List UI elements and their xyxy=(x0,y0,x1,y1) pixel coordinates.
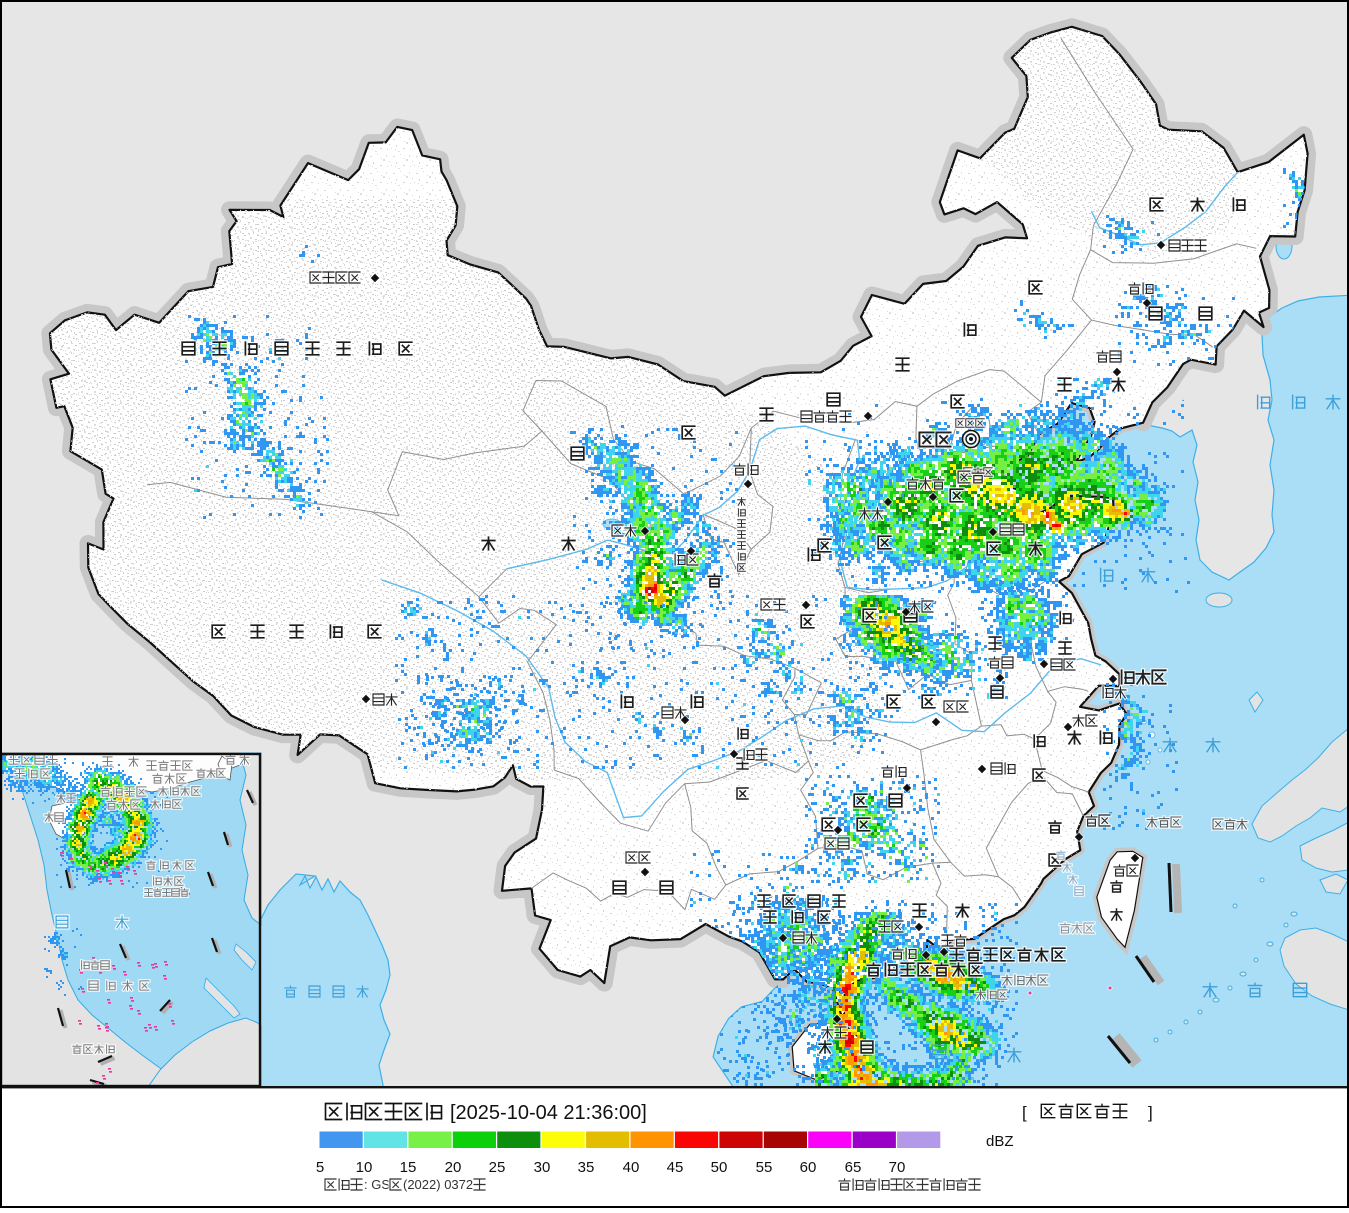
svg-text:10: 10 xyxy=(356,1159,373,1176)
svg-text:25: 25 xyxy=(489,1159,506,1176)
svg-text:dBZ: dBZ xyxy=(986,1133,1014,1150)
svg-text:45: 45 xyxy=(667,1159,684,1176)
svg-text:20: 20 xyxy=(445,1159,462,1176)
svg-text:30: 30 xyxy=(534,1159,551,1176)
svg-text:[2025-10-04 21:36:00]: [2025-10-04 21:36:00] xyxy=(450,1102,647,1124)
svg-text:(2022) 0372: (2022) 0372 xyxy=(403,1177,473,1192)
svg-text:15: 15 xyxy=(400,1159,417,1176)
svg-text:35: 35 xyxy=(578,1159,595,1176)
svg-text:65: 65 xyxy=(845,1159,862,1176)
svg-text:[: [ xyxy=(1022,1103,1027,1122)
svg-text:55: 55 xyxy=(756,1159,773,1176)
svg-text:70: 70 xyxy=(889,1159,906,1176)
svg-text:]: ] xyxy=(1148,1103,1153,1122)
svg-text:5: 5 xyxy=(316,1159,324,1176)
svg-text:40: 40 xyxy=(623,1159,640,1176)
svg-text:50: 50 xyxy=(711,1159,728,1176)
svg-text:60: 60 xyxy=(800,1159,817,1176)
svg-text:: GS: : GS xyxy=(364,1177,390,1192)
